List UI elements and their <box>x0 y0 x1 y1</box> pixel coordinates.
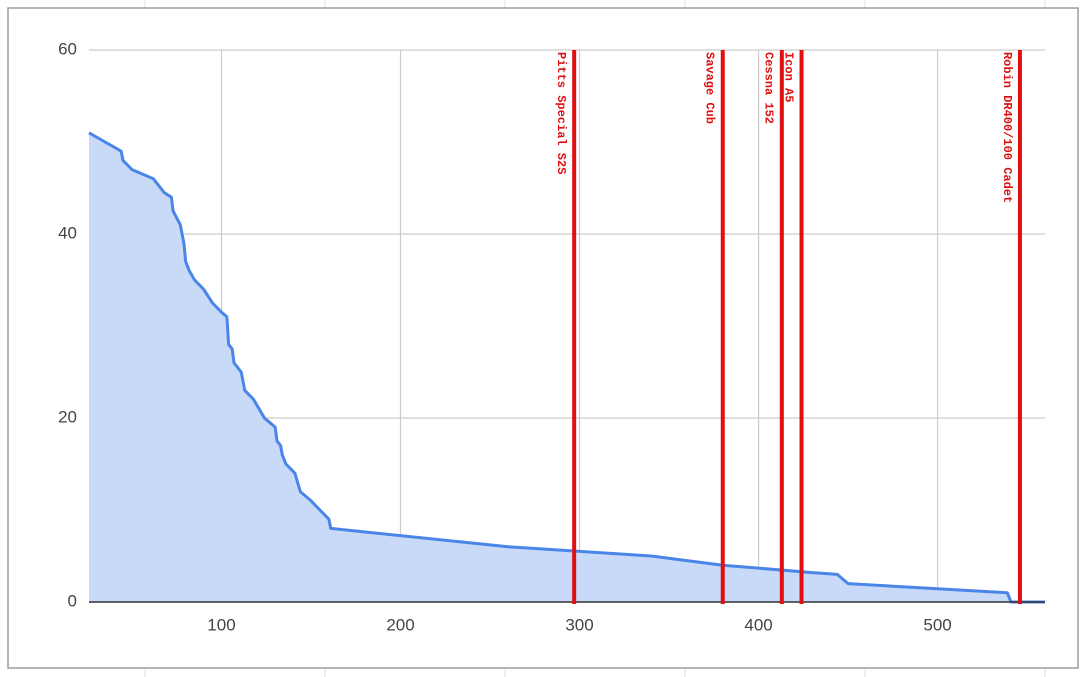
y-tick-label: 0 <box>68 591 77 610</box>
area-line <box>88 131 1045 604</box>
annotation-label: Cessna 152 <box>762 52 776 124</box>
y-tick-label: 40 <box>58 223 77 242</box>
x-tick-label: 500 <box>923 615 951 634</box>
annotation-label: Icon A5 <box>781 52 795 102</box>
area-fill <box>89 132 1045 603</box>
x-tick-label: 300 <box>565 615 593 634</box>
x-tick-label: 400 <box>744 615 772 634</box>
annotation-label: Robin DR400/100 Cadet <box>1000 52 1014 203</box>
annotation-label: Pitts Special S2S <box>554 52 568 174</box>
x-tick-label: 200 <box>386 615 414 634</box>
x-tick-label: 100 <box>207 615 235 634</box>
annotation-label: Savage Cub <box>703 52 717 124</box>
y-tick-label: 60 <box>58 39 77 58</box>
y-tick-label: 20 <box>58 407 77 426</box>
